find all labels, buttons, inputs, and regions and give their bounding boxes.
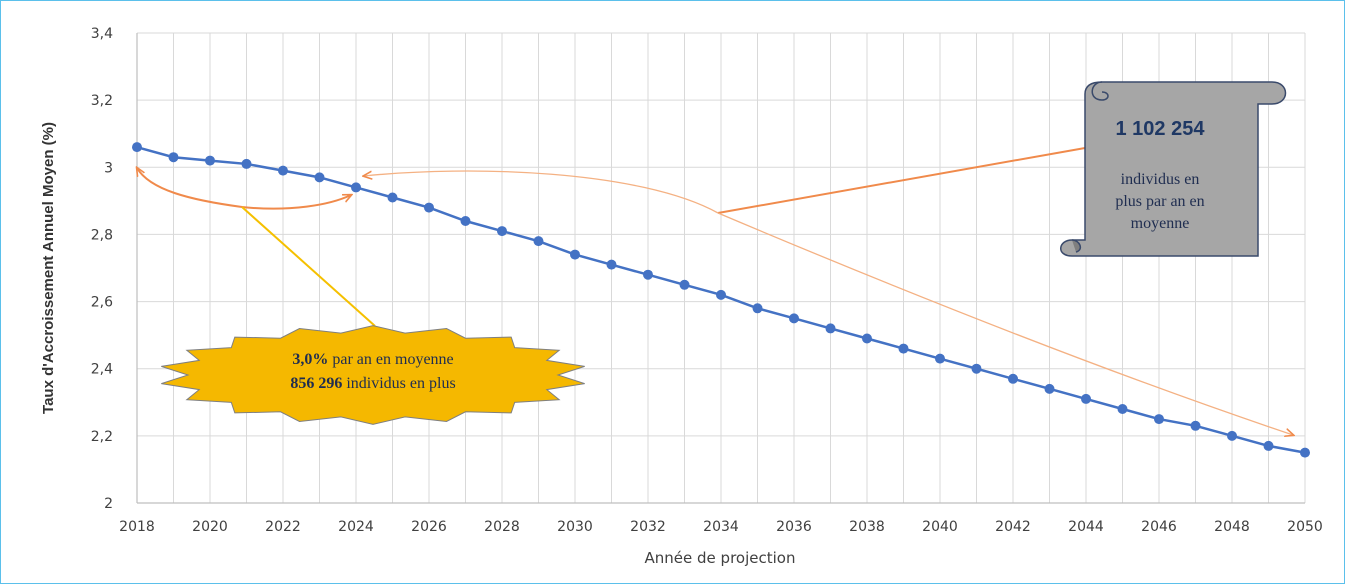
data-point	[679, 279, 690, 290]
data-point	[205, 155, 215, 166]
x-tick-label: 2028	[484, 519, 520, 535]
data-point	[1300, 447, 1310, 458]
annotation-arrows	[137, 147, 1293, 435]
data-point	[606, 259, 617, 270]
x-axis-ticks: 2018 2020 2022 2024 2026 2028 2030 2032 2034 2036…	[119, 519, 1323, 535]
series-group	[132, 142, 1310, 458]
scroll-line2: plus par an en	[1115, 193, 1204, 210]
x-tick-label: 2046	[1141, 519, 1177, 535]
star-callout: 3,0% par an en moyenne 856 296 individus…	[161, 325, 585, 425]
data-point	[570, 249, 580, 260]
data-point	[1044, 383, 1055, 394]
svg-text:856 296 individus en plus: 856 296 individus en plus	[290, 375, 455, 392]
data-point	[935, 353, 945, 364]
data-point	[862, 333, 872, 344]
data-point	[168, 152, 179, 163]
star-pct: 3,0%	[292, 351, 328, 368]
scroll-shape	[1060, 81, 1287, 257]
x-tick-label: 2050	[1287, 519, 1323, 535]
star-pointer-line	[241, 206, 376, 327]
scroll-line1: individus en	[1121, 171, 1200, 188]
x-tick-label: 2042	[995, 519, 1031, 535]
data-point	[1190, 420, 1201, 431]
data-point	[533, 236, 544, 247]
data-point	[825, 323, 836, 334]
x-tick-label: 2038	[849, 519, 885, 535]
data-point	[314, 172, 325, 183]
x-tick-label: 2018	[119, 519, 155, 535]
data-point	[1008, 373, 1018, 384]
x-tick-label: 2034	[703, 519, 739, 535]
data-point	[241, 158, 252, 169]
data-point	[1227, 430, 1237, 441]
data-point	[716, 289, 726, 300]
data-point	[460, 216, 471, 226]
data-point	[898, 343, 909, 354]
data-point	[387, 192, 398, 203]
star-line1: par an en moyenne	[328, 351, 453, 368]
y-tick-label: 3	[104, 160, 113, 176]
arc-arrow-end	[241, 195, 351, 210]
x-tick-label: 2044	[1068, 519, 1104, 535]
x-tick-label: 2022	[265, 519, 301, 535]
data-point	[752, 303, 763, 314]
x-tick-label: 2030	[557, 519, 593, 535]
data-point	[424, 202, 434, 213]
x-tick-label: 2024	[338, 519, 374, 535]
x-tick-label: 2048	[1214, 519, 1250, 535]
data-point	[1081, 393, 1091, 404]
x-tick-label: 2026	[411, 519, 447, 535]
y-tick-label: 2,2	[91, 429, 113, 445]
y-tick-label: 2,4	[91, 362, 113, 378]
data-point	[1263, 440, 1274, 451]
y-tick-label: 2,6	[91, 295, 113, 311]
y-axis-label: Taux d'Accroissement Annuel Moyen (%)	[40, 122, 57, 414]
data-point	[351, 182, 361, 193]
x-tick-label: 2036	[776, 519, 812, 535]
data-point	[132, 142, 142, 153]
arc-arrow-to-2050	[717, 212, 1293, 435]
y-tick-label: 3,4	[91, 26, 113, 42]
scroll-curl-bottom	[1071, 239, 1082, 253]
star-count: 856 296	[290, 375, 342, 392]
scroll-line3: moyenne	[1131, 215, 1190, 232]
y-axis-ticks: 2 2,2 2,4 2,6 2,8 3 3,2 3,4	[91, 26, 113, 512]
data-point	[971, 363, 982, 374]
x-tick-label: 2040	[922, 519, 958, 535]
y-tick-label: 3,2	[91, 93, 113, 109]
scroll-curl-top	[1091, 81, 1109, 101]
data-point	[1154, 414, 1164, 425]
star-shape	[161, 325, 585, 425]
data-point	[278, 165, 288, 176]
data-point	[789, 313, 799, 324]
svg-text:3,0% par an en moyenne: 3,0% par an en moyenne	[292, 351, 453, 368]
y-tick-label: 2,8	[91, 227, 113, 243]
y-tick-label: 2	[104, 496, 113, 512]
star-line2: individus en plus	[342, 375, 455, 392]
scroll-callout: 1 102 254 individus en plus par an en mo…	[1060, 81, 1287, 257]
arc-arrow-start	[137, 168, 243, 208]
arc-arrow-to-2024	[364, 170, 719, 214]
scroll-count: 1 102 254	[1116, 118, 1206, 140]
x-tick-label: 2032	[630, 519, 666, 535]
data-point	[643, 269, 653, 280]
data-point	[1117, 404, 1128, 414]
x-axis-label: Année de projection	[645, 549, 796, 567]
x-tick-label: 2020	[192, 519, 228, 535]
data-point	[497, 226, 507, 237]
scroll-pointer-line	[717, 147, 1086, 214]
